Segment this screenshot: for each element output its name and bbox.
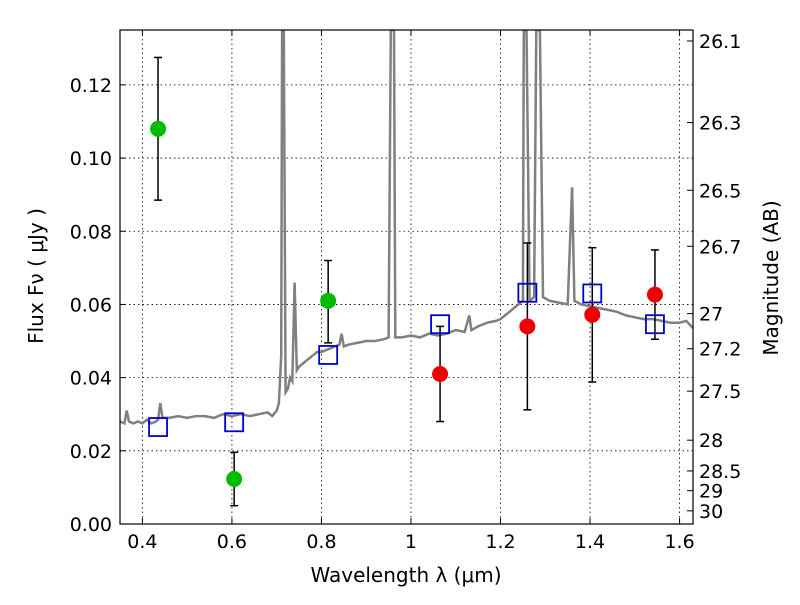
y-tick-label: 0.04 (70, 368, 112, 390)
y-tick-label: 0.12 (70, 75, 112, 97)
points-layer (148, 56, 665, 507)
magnitude-tick-label: 26.3 (699, 113, 741, 135)
green-data-point (150, 120, 167, 137)
model-photometry-square (148, 417, 168, 437)
model-photometry-square (517, 282, 538, 303)
green-data-point (226, 470, 243, 487)
red-data-point (646, 286, 663, 303)
x-tick-label: 1.6 (664, 531, 694, 553)
red-data-point (519, 318, 536, 335)
x-tick-label: 1.4 (575, 531, 605, 553)
magnitude-axis-title: Magnitude (AB) (759, 200, 783, 355)
model-photometry-square (430, 314, 450, 335)
model-photometry-square (582, 283, 603, 304)
x-tick-label: 0.4 (127, 531, 157, 553)
magnitude-tick-label: 30 (699, 501, 723, 523)
x-tick-label: 1.2 (485, 531, 515, 553)
x-tick-label: 0.8 (306, 531, 336, 553)
magnitude-tick-label: 26.1 (699, 31, 741, 53)
magnitude-tick-label: 27 (699, 304, 723, 326)
x-axis-title: Wavelength λ (μm) (310, 563, 501, 587)
red-data-point (432, 365, 449, 382)
y-tick-label: 0.02 (70, 441, 112, 463)
model-spectrum-line (120, 30, 693, 426)
spectrum-layer (120, 30, 693, 426)
y-tick-label: 0.06 (70, 294, 112, 316)
magnitude-tick-label: 27.2 (699, 339, 741, 361)
magnitude-tick-label: 28.5 (699, 461, 741, 483)
y-tick-label: 0.10 (70, 148, 112, 170)
model-photometry-square (645, 314, 665, 335)
magnitude-tick-label: 27.5 (699, 381, 741, 403)
grid-layer (120, 30, 693, 525)
x-tick-label: 0.6 (217, 531, 247, 553)
magnitude-tick-label: 28 (699, 430, 723, 452)
axes-layer: 0.4 0.6 0.8 1 1.2 1.4 1.6 0.00 0.02 0.04 0.06 0.08 0… (70, 29, 741, 553)
labels-layer: Wavelength λ (μm) Flux Fν ( μJy ) Magnit… (24, 200, 783, 587)
x-tick-label: 1 (405, 531, 417, 553)
y-tick-label: 0.00 (70, 514, 112, 536)
y-axis-title: Flux Fν ( μJy ) (24, 208, 48, 344)
magnitude-tick-label: 26.7 (699, 236, 741, 258)
y-tick-label: 0.08 (70, 221, 112, 243)
magnitude-tick-label: 29 (699, 481, 723, 503)
model-photometry-square (318, 345, 339, 365)
magnitude-tick-label: 26.5 (699, 180, 741, 202)
model-photometry-square (224, 412, 245, 433)
plot-frame (119, 29, 694, 525)
red-data-point (584, 306, 601, 323)
green-data-point (320, 292, 337, 309)
